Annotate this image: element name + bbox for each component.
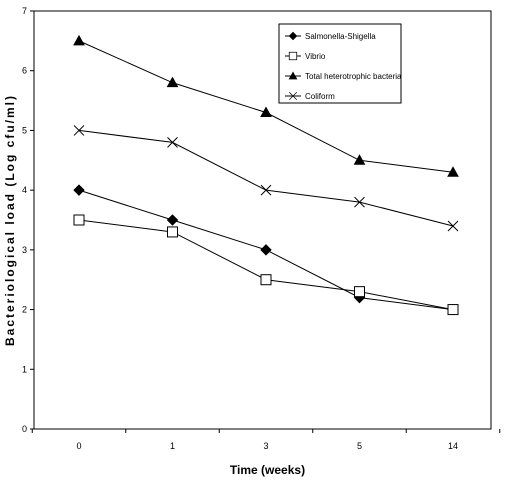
x-tick-label: 1 (170, 441, 175, 451)
y-tick-label: 7 (22, 6, 27, 16)
data-point (73, 34, 85, 46)
x-cross-stroke (260, 184, 272, 196)
legend-label: Coliform (305, 92, 335, 101)
y-tick-label: 0 (22, 424, 27, 434)
data-point (447, 220, 459, 232)
y-tick-label: 2 (22, 305, 27, 315)
data-point (447, 304, 459, 316)
axes (33, 10, 492, 430)
series-2 (73, 214, 459, 316)
data-point (260, 244, 272, 256)
data-point (353, 154, 366, 165)
y-tick-label: 1 (22, 364, 27, 374)
data-point (447, 166, 459, 177)
legend-label: Salmonella-Shigella (305, 32, 376, 41)
data-point (166, 76, 179, 88)
data-point (167, 137, 178, 148)
y-tick-label: 4 (22, 185, 27, 195)
data-point (73, 184, 85, 196)
data-point (260, 184, 272, 196)
legend-entry: Coliform (285, 91, 335, 101)
series-line (78, 129, 454, 227)
series-4 (73, 125, 459, 232)
legend-entry: Salmonella-Shigella (285, 31, 376, 41)
data-point (167, 226, 178, 238)
y-tick-label: 3 (22, 245, 27, 255)
series-layer (73, 34, 459, 316)
legend-marker (288, 71, 298, 80)
data-point (260, 274, 272, 286)
legend-marker (288, 31, 298, 41)
legend-marker (288, 91, 298, 101)
series-3 (73, 34, 459, 177)
legend-marker-shape (288, 31, 298, 41)
x-axis-title: Time (weeks) (230, 463, 305, 477)
x-tick-label: 5 (357, 441, 362, 451)
legend-box (278, 23, 402, 104)
x-tick-label: 3 (263, 441, 268, 451)
legend-marker-shape (288, 51, 298, 61)
y-tick-label: 5 (22, 125, 27, 135)
x-cross-stroke (167, 137, 178, 148)
plot-frame (33, 10, 492, 430)
data-point (354, 196, 365, 208)
data-point (73, 125, 85, 136)
legend-marker (288, 51, 298, 61)
series-1 (73, 184, 459, 316)
legend: Salmonella-Shigella Vibrio Total heterotro… (278, 23, 402, 104)
series-line (78, 219, 454, 311)
x-tick-label: 0 (76, 441, 81, 451)
legend-label: Vibrio (305, 52, 326, 61)
legend-label: Total heterotrophic bacteria (305, 72, 402, 81)
x-cross-stroke (354, 196, 365, 208)
y-axis-ticks: 0 1 2 3 4 5 6 7 (22, 6, 34, 434)
x-cross-stroke (73, 125, 85, 136)
legend-marker-shape (288, 71, 298, 80)
data-point (73, 214, 85, 226)
x-tick-label: 14 (448, 441, 458, 451)
x-cross-stroke (447, 220, 459, 232)
legend-entry: Vibrio (285, 51, 326, 61)
data-point (260, 106, 272, 118)
x-cross-stroke (288, 91, 298, 101)
data-point (166, 214, 179, 226)
legend-marker-shape (288, 91, 298, 101)
x-axis-ticks: 0 1 3 5 14 (31, 429, 501, 451)
data-point (354, 286, 365, 298)
legend-entry: Total heterotrophic bacteria (285, 71, 402, 81)
y-tick-label: 6 (22, 66, 27, 76)
y-axis-title: Bacteriological load (Log cfu/ml) (3, 94, 17, 346)
